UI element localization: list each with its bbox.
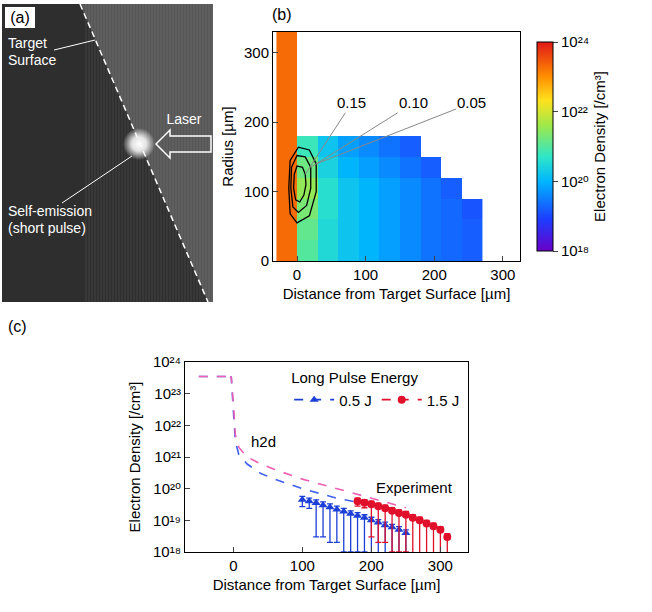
svg-text:100: 100 — [290, 557, 315, 574]
html-text:(b): (b) — [272, 6, 292, 23]
svg-text:300: 300 — [428, 557, 453, 574]
svg-text:Self-emission: Self-emission — [8, 203, 92, 219]
svg-text:10²⁰: 10²⁰ — [561, 173, 589, 190]
svg-text:10²²: 10²² — [561, 103, 588, 120]
svg-text:Experiment: Experiment — [376, 479, 453, 496]
svg-text:1.5 J: 1.5 J — [427, 392, 460, 409]
svg-text:10¹⁸: 10¹⁸ — [561, 242, 589, 259]
svg-text:Surface: Surface — [8, 52, 56, 68]
svg-text:(short pulse): (short pulse) — [8, 220, 86, 236]
svg-text:Laser: Laser — [166, 111, 201, 127]
svg-text:0.5 J: 0.5 J — [339, 392, 372, 409]
svg-text:Distance from Target Surface [: Distance from Target Surface [µm] — [283, 285, 511, 302]
svg-text:Long Pulse Energy: Long Pulse Energy — [291, 369, 418, 386]
svg-text:0: 0 — [229, 557, 237, 574]
svg-text:10²²: 10²² — [154, 417, 181, 434]
svg-text:10²¹: 10²¹ — [154, 448, 181, 465]
svg-text:10²³: 10²³ — [154, 385, 181, 402]
svg-text:10²⁴: 10²⁴ — [561, 33, 589, 50]
svg-text:100: 100 — [353, 266, 378, 283]
svg-text:0.05: 0.05 — [457, 94, 486, 111]
svg-text:200: 200 — [422, 266, 447, 283]
svg-text:10¹⁸: 10¹⁸ — [153, 543, 181, 560]
svg-text:Target: Target — [8, 35, 47, 51]
svg-text:0: 0 — [261, 252, 269, 269]
svg-text:200: 200 — [244, 113, 269, 130]
svg-text:0: 0 — [293, 266, 301, 283]
svg-text:10²⁰: 10²⁰ — [153, 480, 181, 497]
svg-text:10¹⁹: 10¹⁹ — [153, 512, 181, 529]
svg-text:Electron Density [/cm³]: Electron Density [/cm³] — [591, 71, 608, 222]
svg-text:Electron Density [/cm³]: Electron Density [/cm³] — [126, 382, 143, 533]
svg-text:h2d: h2d — [251, 433, 276, 450]
svg-text:10²⁴: 10²⁴ — [153, 353, 181, 370]
svg-text:100: 100 — [244, 183, 269, 200]
svg-text:0.15: 0.15 — [337, 94, 366, 111]
svg-text:0.10: 0.10 — [399, 94, 428, 111]
html-text:(c): (c) — [8, 318, 27, 335]
svg-text:200: 200 — [359, 557, 384, 574]
svg-text:(a): (a) — [10, 9, 30, 26]
svg-text:Distance from Target Surface [: Distance from Target Surface [µm] — [213, 576, 441, 593]
svg-text:Radius [µm]: Radius [µm] — [219, 106, 236, 186]
svg-text:300: 300 — [490, 266, 515, 283]
svg-text:300: 300 — [244, 44, 269, 61]
